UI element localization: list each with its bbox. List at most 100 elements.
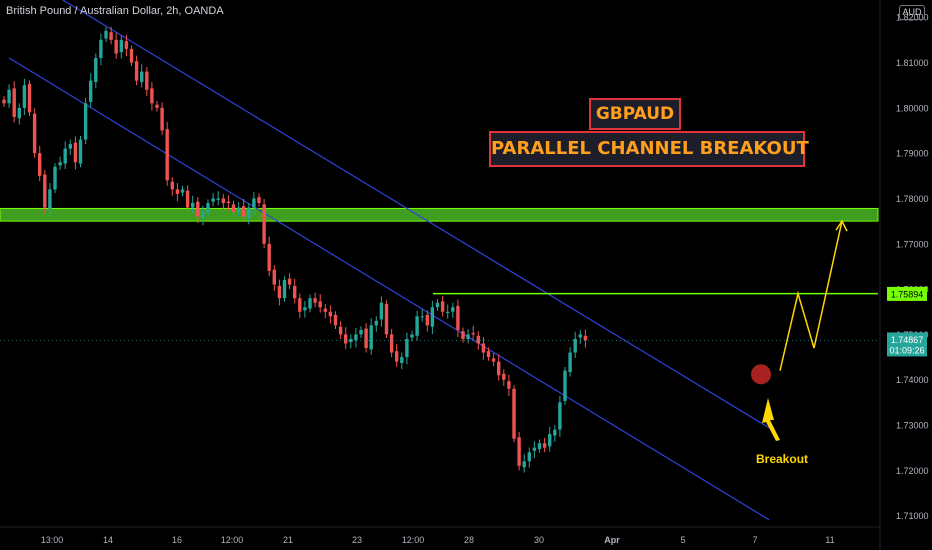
candle-body (27, 83, 32, 113)
candle-body (527, 452, 531, 462)
candle-body (196, 201, 200, 217)
candle-body (400, 357, 404, 363)
candle-body (293, 285, 297, 299)
breakout-arrow (762, 398, 780, 441)
candle-body (548, 434, 552, 447)
candle-body (456, 305, 460, 330)
candle-body (563, 370, 567, 402)
candle-body (420, 316, 424, 318)
candle-body (216, 198, 220, 200)
candle-body (553, 429, 557, 436)
candle-body (17, 107, 21, 119)
candle-body (461, 331, 465, 339)
candle-body (410, 334, 414, 338)
candle-body (226, 201, 231, 204)
candle-body (73, 142, 78, 163)
candle-body (247, 207, 251, 218)
current-price-label: 1.74867 (891, 335, 924, 345)
candle-body (446, 311, 450, 314)
candle-body (119, 39, 123, 53)
candle-body (349, 338, 353, 343)
price-tick-label: 1.74000 (896, 375, 929, 385)
candle-body (252, 198, 256, 208)
candle-body (104, 30, 108, 39)
candle-body (89, 80, 93, 102)
candle-body (282, 280, 287, 299)
candle-body (160, 107, 164, 131)
candle-body (471, 333, 475, 335)
candle-body (303, 307, 307, 311)
candle-body (191, 203, 195, 208)
price-tick-label: 1.72000 (896, 466, 929, 476)
projection-line (779, 220, 843, 371)
candle-body (338, 326, 343, 335)
time-tick-label: 12:00 (221, 535, 244, 545)
candle-body (308, 298, 312, 309)
time-tick-label: 13:00 (41, 535, 64, 545)
candle-body (7, 89, 11, 104)
time-tick-label: 16 (172, 535, 182, 545)
candle-body (242, 206, 246, 217)
candle-body (124, 41, 129, 49)
candle-body (175, 189, 180, 194)
candle-body (502, 373, 506, 380)
candle-body (221, 198, 225, 204)
candle-body (384, 304, 389, 335)
breakout-marker (751, 364, 771, 385)
candle-body (512, 388, 516, 439)
candle-body (451, 307, 455, 312)
chart-subtitle: PARALLEL CHANNEL BREAKOUT (489, 131, 809, 167)
candle-body (109, 32, 113, 40)
candle-body (53, 166, 57, 190)
price-tick-label: 1.73000 (896, 421, 929, 431)
support-zone (0, 207, 879, 222)
channel-upper-line (61, 0, 770, 429)
candle-body (507, 381, 511, 389)
candle-body (262, 204, 266, 244)
candle-body (497, 361, 501, 376)
candle-body (32, 113, 37, 154)
price-tick-label: 1.77000 (896, 239, 929, 249)
candle-body (568, 352, 572, 373)
time-tick-label: 11 (825, 535, 834, 545)
candle-body (578, 334, 582, 338)
candle-body (150, 88, 154, 104)
current-price-box (887, 332, 927, 357)
candle-body (359, 329, 363, 335)
support-zone-layer (0, 207, 879, 222)
candle-body (201, 212, 205, 218)
candle-body (374, 320, 378, 326)
candle-body (236, 207, 241, 213)
candle-body (267, 243, 271, 271)
time-tick-label: 23 (352, 535, 362, 545)
candle-body (170, 181, 174, 190)
countdown-label: 01:09:26 (889, 345, 924, 355)
candle-body (180, 189, 185, 193)
candle-body (145, 71, 149, 90)
parallel-channel (8, 0, 770, 521)
candle-body (573, 338, 577, 353)
price-tick-label: 1.81000 (896, 58, 929, 68)
time-tick-label: 12:00 (402, 535, 425, 545)
candle-body (165, 129, 169, 181)
candle-body (466, 334, 470, 339)
candle-body (68, 144, 72, 149)
candle-body (277, 285, 282, 299)
candle-body (63, 148, 67, 164)
candlestick-series (2, 26, 588, 473)
resistance-price-label: 1.75894 (891, 289, 924, 299)
currency-badge[interactable]: AUD (899, 5, 925, 20)
symbol-header[interactable]: British Pound / Australian Dollar, 2h, O… (6, 5, 224, 17)
candle-body (58, 162, 62, 166)
time-tick-label: 14 (103, 535, 113, 545)
candle-body (481, 343, 486, 353)
candle-body (440, 301, 445, 312)
price-tick-label: 1.80000 (896, 103, 929, 113)
candle-body (522, 461, 526, 468)
candle-body (379, 302, 384, 320)
time-axis[interactable]: 13:00 14 16 12:00 21 23 12:00 28 30 Apr 5 7 11 (41, 535, 835, 545)
time-tick-label: Apr (604, 535, 620, 545)
candle-body (99, 39, 103, 59)
